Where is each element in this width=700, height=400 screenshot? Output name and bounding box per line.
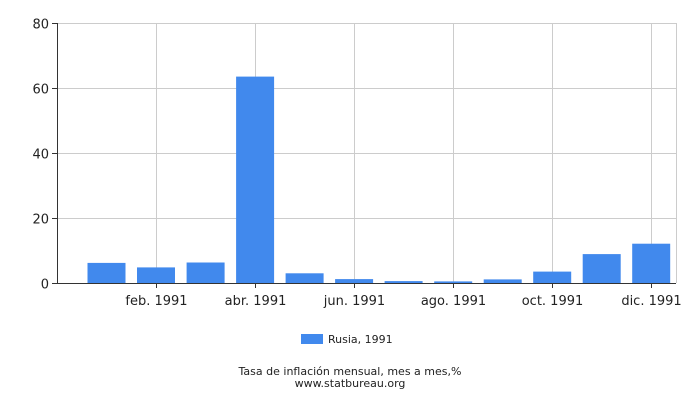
y-tick-labels: 0 20 40 60 80 xyxy=(32,18,49,293)
x-tick-label: oct. 1991 xyxy=(522,294,584,309)
x-tick-label: abr. 1991 xyxy=(225,294,287,309)
y-tick-label: 60 xyxy=(32,83,49,98)
bar xyxy=(335,279,374,283)
bar xyxy=(186,262,225,283)
y-tick-label: 80 xyxy=(32,18,49,33)
bar xyxy=(483,279,522,283)
legend-swatch xyxy=(301,334,323,344)
bar xyxy=(236,76,275,283)
source-text: www.statbureau.org xyxy=(295,377,406,390)
x-tick-label: feb. 1991 xyxy=(125,294,187,309)
bar xyxy=(384,281,423,283)
bar xyxy=(533,271,572,283)
y-tick-label: 0 xyxy=(41,278,49,293)
chart-caption: Tasa de inflación mensual, mes a mes,% xyxy=(238,365,462,378)
legend: Rusia, 1991 xyxy=(301,333,393,346)
bar xyxy=(285,273,324,284)
bar xyxy=(632,243,671,283)
grid xyxy=(57,23,677,283)
bar xyxy=(87,262,126,283)
axes xyxy=(52,23,676,288)
bar xyxy=(434,281,473,283)
x-tick-label: ago. 1991 xyxy=(421,294,486,309)
bar xyxy=(582,254,621,283)
x-tick-labels: feb. 1991 abr. 1991 jun. 1991 ago. 1991 oct.… xyxy=(125,294,681,309)
x-tick-label: dic. 1991 xyxy=(621,294,681,309)
y-tick-label: 40 xyxy=(32,148,49,163)
bars xyxy=(87,76,671,284)
bar xyxy=(137,267,175,283)
y-tick-label: 20 xyxy=(32,213,49,228)
x-tick-label: jun. 1991 xyxy=(323,294,385,309)
legend-label: Rusia, 1991 xyxy=(328,333,393,346)
